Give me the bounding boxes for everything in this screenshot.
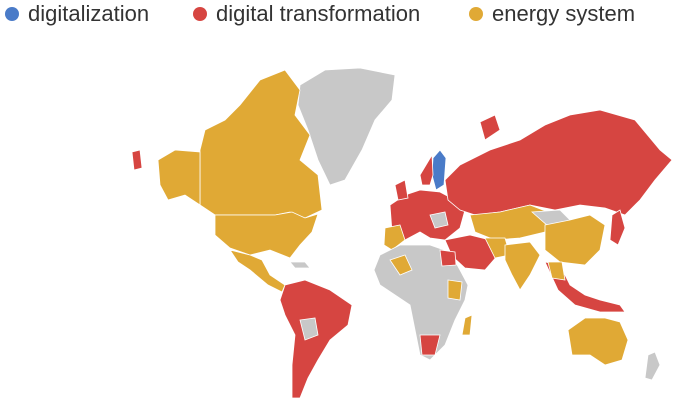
russia	[444, 109, 673, 216]
caribbean	[289, 261, 311, 269]
legend-label: digitalization	[28, 1, 149, 26]
sweden	[431, 149, 447, 191]
south-america	[279, 279, 353, 399]
iberia	[383, 224, 406, 251]
legend-label: energy system	[492, 1, 635, 26]
india	[504, 241, 541, 291]
china	[544, 214, 606, 266]
uk	[394, 179, 409, 201]
indochina	[547, 261, 566, 281]
alaska	[157, 149, 201, 206]
australia	[567, 317, 629, 366]
legend: digitalization digital transformation en…	[5, 1, 635, 26]
west-africa	[389, 254, 413, 276]
legend-dot	[5, 7, 19, 21]
usa	[214, 211, 319, 259]
new-zealand	[644, 351, 661, 381]
aleutians	[131, 149, 143, 171]
egypt	[439, 249, 457, 267]
balkans	[429, 211, 449, 229]
legend-label: digital transformation	[216, 1, 420, 26]
bolivia-region	[299, 317, 319, 341]
south-africa	[419, 334, 441, 356]
east-africa	[447, 279, 463, 301]
legend-dot	[193, 7, 207, 21]
norway	[419, 153, 434, 186]
mexico	[229, 249, 286, 293]
japan	[609, 209, 626, 246]
madagascar	[461, 314, 473, 336]
arctic-islands	[479, 114, 501, 141]
world-map	[131, 67, 673, 399]
legend-dot	[469, 7, 483, 21]
greenland	[297, 67, 396, 186]
africa	[373, 244, 469, 361]
